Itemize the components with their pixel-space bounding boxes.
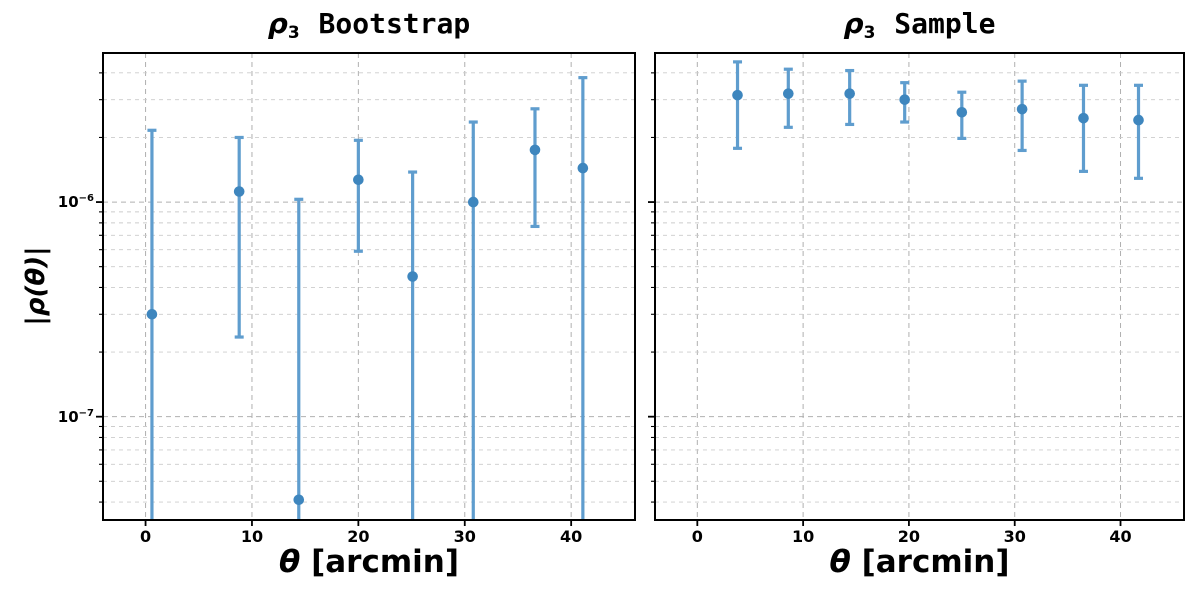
ylabel-bar-right: | (21, 246, 51, 256)
left-title-text: Bootstrap (318, 7, 471, 40)
data-point (577, 162, 589, 174)
x-tick-label: 40 (560, 527, 583, 546)
x-tick-label: 0 (139, 527, 152, 546)
x-tick-label: 10 (791, 527, 815, 546)
rho-symbol: ρ (843, 7, 864, 40)
right-panel-title: ρ3 Sample (655, 7, 1184, 43)
left-x-axis-label: θ [arcmin] (103, 544, 635, 580)
data-point (293, 494, 305, 506)
data-point (407, 271, 418, 282)
x-tick-label: 0 (691, 527, 703, 546)
data-point (1133, 114, 1144, 126)
rho-subscript: 3 (287, 23, 300, 43)
data-point (1078, 112, 1089, 124)
data-point (1016, 103, 1028, 115)
y-tick-label: 10−7 (57, 407, 94, 426)
data-point (956, 106, 968, 118)
data-point (783, 88, 794, 99)
x-tick-label: 10 (240, 527, 264, 546)
ylabel-bar-left: | (21, 316, 51, 326)
theta-symbol: θ (278, 544, 301, 580)
xlabel-units: [arcmin] (850, 544, 1010, 580)
data-point (529, 144, 541, 156)
rho-subscript: 3 (863, 23, 876, 43)
data-point (353, 174, 364, 186)
x-tick-label: 40 (1109, 527, 1132, 546)
axes-spines (102, 52, 636, 521)
data-point (467, 196, 479, 208)
ylabel-body: ρ(θ) (21, 255, 51, 317)
left-panel-title: ρ3 Bootstrap (103, 7, 635, 43)
x-tick-label: 30 (1003, 527, 1026, 546)
data-point (146, 308, 158, 320)
y-tick-label: 10−6 (57, 193, 94, 212)
data-point (732, 89, 743, 101)
x-tick-label: 20 (897, 527, 921, 546)
theta-symbol: θ (829, 544, 851, 580)
x-tick-label: 30 (453, 527, 476, 546)
rho-symbol: ρ (267, 7, 288, 40)
x-tick-label: 20 (347, 527, 370, 546)
data-point (844, 88, 855, 99)
right-x-axis-label: θ [arcmin] (655, 544, 1184, 580)
right-title-text: Sample (894, 7, 996, 40)
data-point (233, 186, 245, 197)
xlabel-units: [arcmin] (300, 544, 460, 580)
data-point (899, 94, 910, 105)
axes-spines (654, 52, 1185, 521)
y-axis-label: |ρ(θ)| (21, 246, 51, 325)
